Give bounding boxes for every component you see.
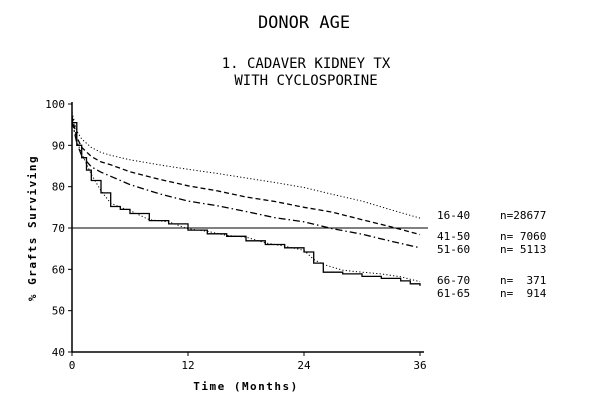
y-tick-label: 90 bbox=[52, 139, 65, 152]
chart-title: DONOR AGE bbox=[258, 13, 350, 33]
legend-count-41-50: n= 7060 bbox=[500, 230, 546, 243]
y-axis-label: % Grafts Surviving bbox=[26, 155, 39, 301]
y-tick-label: 50 bbox=[52, 305, 65, 318]
legend-label-41-50: 41-50 bbox=[437, 230, 470, 243]
x-tick-label: 12 bbox=[181, 359, 194, 372]
legend-count-66-70: n= 371 bbox=[500, 274, 546, 287]
legend-count-61-65: n= 914 bbox=[500, 287, 547, 300]
legend-count-16-40: n=28677 bbox=[500, 209, 546, 222]
y-tick-label: 60 bbox=[52, 263, 65, 276]
legend-count-51-60: n= 5113 bbox=[500, 243, 546, 256]
legend-label-66-70: 66-70 bbox=[437, 274, 470, 287]
legend: 16-40 n=28677 41-50 n= 7060 51-60 n= 5113 66-7… bbox=[437, 209, 547, 300]
axes: 40 50 60 70 80 90 100 0 12 24 36 bbox=[45, 98, 428, 372]
series-line-66-70 bbox=[71, 120, 421, 283]
legend-label-51-60: 51-60 bbox=[437, 243, 470, 256]
x-axis-label: Time (Months) bbox=[193, 380, 299, 393]
y-tick-label: 70 bbox=[52, 222, 65, 235]
y-tick-label: 100 bbox=[45, 98, 65, 111]
y-tick-label: 40 bbox=[52, 346, 65, 359]
series-line-61-65 bbox=[72, 121, 421, 286]
x-tick-label: 36 bbox=[413, 359, 426, 372]
series-layer bbox=[71, 112, 421, 286]
legend-label-16-40: 16-40 bbox=[437, 209, 470, 222]
series-line-16-40 bbox=[71, 112, 421, 219]
series-line-41-50 bbox=[71, 116, 421, 236]
chart-subtitle-line-1: 1. CADAVER KIDNEY TX bbox=[222, 56, 391, 72]
chart-subtitle-line-2: WITH CYCLOSPORINE bbox=[234, 73, 377, 89]
series-line-51-60 bbox=[71, 120, 421, 249]
y-tick-label: 80 bbox=[52, 181, 65, 194]
x-tick-label: 0 bbox=[69, 359, 76, 372]
legend-label-61-65: 61-65 bbox=[437, 287, 470, 300]
x-tick-label: 24 bbox=[297, 359, 311, 372]
